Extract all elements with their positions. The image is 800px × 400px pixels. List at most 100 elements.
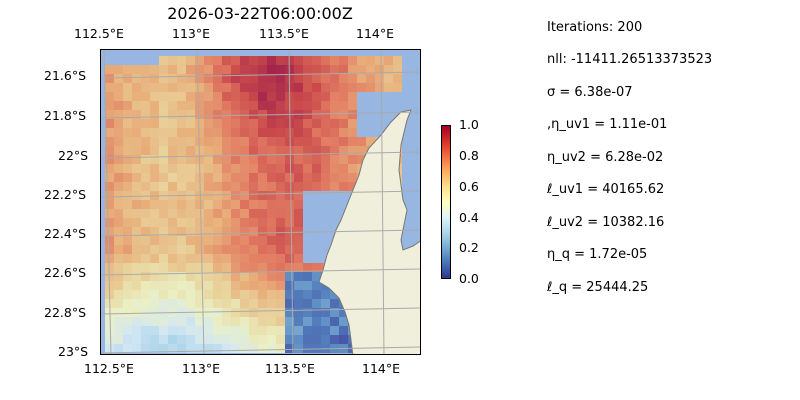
heatmap-cell [276, 245, 285, 254]
heatmap-cell [321, 83, 330, 92]
heatmap-cell [321, 164, 330, 173]
heatmap-cell [231, 56, 240, 65]
heatmap-cell [123, 74, 132, 83]
heatmap-cell [249, 155, 258, 164]
heatmap-cell [213, 245, 222, 254]
heatmap-cell [258, 56, 267, 65]
heatmap-cell [186, 200, 195, 209]
heatmap-cell [132, 155, 141, 164]
heatmap-cell [303, 74, 312, 83]
heatmap-cell [132, 281, 141, 290]
heatmap-cell [186, 263, 195, 272]
heatmap-cell [249, 101, 258, 110]
heatmap-cell [195, 74, 204, 83]
heatmap-cell [132, 83, 141, 92]
heatmap-cell [186, 317, 195, 326]
heatmap-cell [132, 227, 141, 236]
heatmap-cell [294, 146, 303, 155]
heatmap-cell [105, 209, 114, 218]
heatmap-cell [249, 317, 258, 326]
heatmap-cell [204, 344, 213, 353]
heatmap-cell [132, 164, 141, 173]
heatmap-cell [141, 164, 150, 173]
heatmap-cell [276, 119, 285, 128]
heatmap-cell [294, 164, 303, 173]
heatmap-cell [213, 119, 222, 128]
heatmap-cell [276, 344, 285, 353]
heatmap-cell [285, 164, 294, 173]
heatmap-cell [141, 236, 150, 245]
heatmap-cell [249, 65, 258, 74]
heatmap-cell [132, 65, 141, 74]
heatmap-cell [240, 155, 249, 164]
heatmap-cell [276, 200, 285, 209]
heatmap-cell [177, 146, 186, 155]
heatmap-cell [150, 155, 159, 164]
heatmap-cell [276, 191, 285, 200]
heatmap-cell [195, 335, 204, 344]
heatmap-cell [357, 74, 366, 83]
heatmap-cell [294, 173, 303, 182]
heatmap-cell [168, 182, 177, 191]
heatmap-cell [213, 290, 222, 299]
heatmap-cell [240, 299, 249, 308]
heatmap-cell [258, 200, 267, 209]
heatmap-cell [132, 128, 141, 137]
colorbar-tick: 0.4 [459, 210, 479, 225]
heatmap-cell [321, 65, 330, 74]
heatmap-cell [258, 218, 267, 227]
heatmap-cell [141, 326, 150, 335]
heatmap-cell [177, 56, 186, 65]
heatmap-cell [276, 263, 285, 272]
heatmap-cell [249, 335, 258, 344]
heatmap-cell [321, 182, 330, 191]
heatmap-cell [114, 137, 123, 146]
colorbar-tick: 0.8 [459, 148, 479, 163]
heatmap-cell [267, 182, 276, 191]
heatmap-cell [258, 344, 267, 353]
heatmap-cell [150, 182, 159, 191]
heatmap-cell [294, 101, 303, 110]
heatmap-cell [222, 299, 231, 308]
heatmap-cell [240, 236, 249, 245]
heatmap-cell [222, 218, 231, 227]
heatmap-cell [177, 92, 186, 101]
heatmap-cell [114, 155, 123, 164]
heatmap-cell [141, 299, 150, 308]
heatmap-cell [267, 209, 276, 218]
heatmap-cell [159, 281, 168, 290]
heatmap-cell [339, 155, 348, 164]
lon-tick-top: 113°E [172, 26, 210, 41]
heatmap-cell [321, 335, 330, 344]
heatmap-cell [159, 146, 168, 155]
heatmap-cell [141, 128, 150, 137]
heatmap-cell [267, 299, 276, 308]
heatmap-cell [231, 281, 240, 290]
stat-l-uv2: ℓ_uv2 = 10382.16 [547, 215, 664, 230]
heatmap-cell [231, 236, 240, 245]
heatmap-cell [114, 281, 123, 290]
heatmap-cell [258, 326, 267, 335]
heatmap-cell [186, 182, 195, 191]
heatmap-cell [222, 173, 231, 182]
heatmap-cell [276, 218, 285, 227]
heatmap-cell [168, 164, 177, 173]
heatmap-cell [159, 65, 168, 74]
heatmap-cell [240, 326, 249, 335]
heatmap-cell [285, 263, 294, 272]
heatmap-cell [267, 227, 276, 236]
heatmap-cell [105, 254, 114, 263]
heatmap-cell [267, 92, 276, 101]
heatmap-cell [303, 101, 312, 110]
heatmap-cell [348, 155, 357, 164]
heatmap-cell [312, 137, 321, 146]
heatmap-cell [177, 281, 186, 290]
heatmap-cell [267, 290, 276, 299]
heatmap-cell [141, 308, 150, 317]
heatmap-cell [186, 335, 195, 344]
heatmap-cell [321, 128, 330, 137]
heatmap-cell [213, 236, 222, 245]
heatmap-cell [114, 308, 123, 317]
heatmap-cell [132, 182, 141, 191]
heatmap-cell [240, 92, 249, 101]
